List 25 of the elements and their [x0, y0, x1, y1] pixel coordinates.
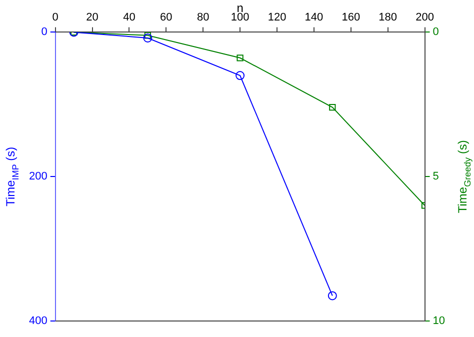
y2-axis-title: TimeGreedy (s): [455, 140, 472, 214]
x-tick-label: 60: [160, 12, 172, 24]
x-tick-label: 140: [304, 12, 324, 24]
y2-tick-label: 0: [432, 26, 439, 38]
point: [236, 54, 244, 62]
y-tick-label: 400: [28, 315, 48, 328]
x-tick-label: 80: [196, 12, 210, 24]
x-tick-label: 40: [123, 12, 136, 24]
y-tick-label: 0: [41, 26, 48, 38]
y-axis-title: TimeIMP (s): [3, 146, 20, 206]
point: [236, 71, 245, 80]
x-tick-label: 160: [342, 12, 360, 24]
x-tick-label: 20: [86, 12, 98, 24]
x-tick-label: 180: [378, 12, 398, 24]
x-tick-label: 100: [230, 12, 250, 24]
point: [143, 33, 152, 42]
point: [329, 104, 336, 111]
x-tick-label: 120: [268, 12, 286, 24]
point: [144, 32, 152, 39]
point: [328, 291, 337, 300]
y-tick-label: 200: [28, 170, 48, 183]
y2-tick-label: 5: [432, 170, 439, 183]
x-tick-label: 200: [416, 12, 434, 24]
x-tick-label: 0: [52, 12, 58, 24]
y2-tick-label: 10: [432, 315, 446, 328]
